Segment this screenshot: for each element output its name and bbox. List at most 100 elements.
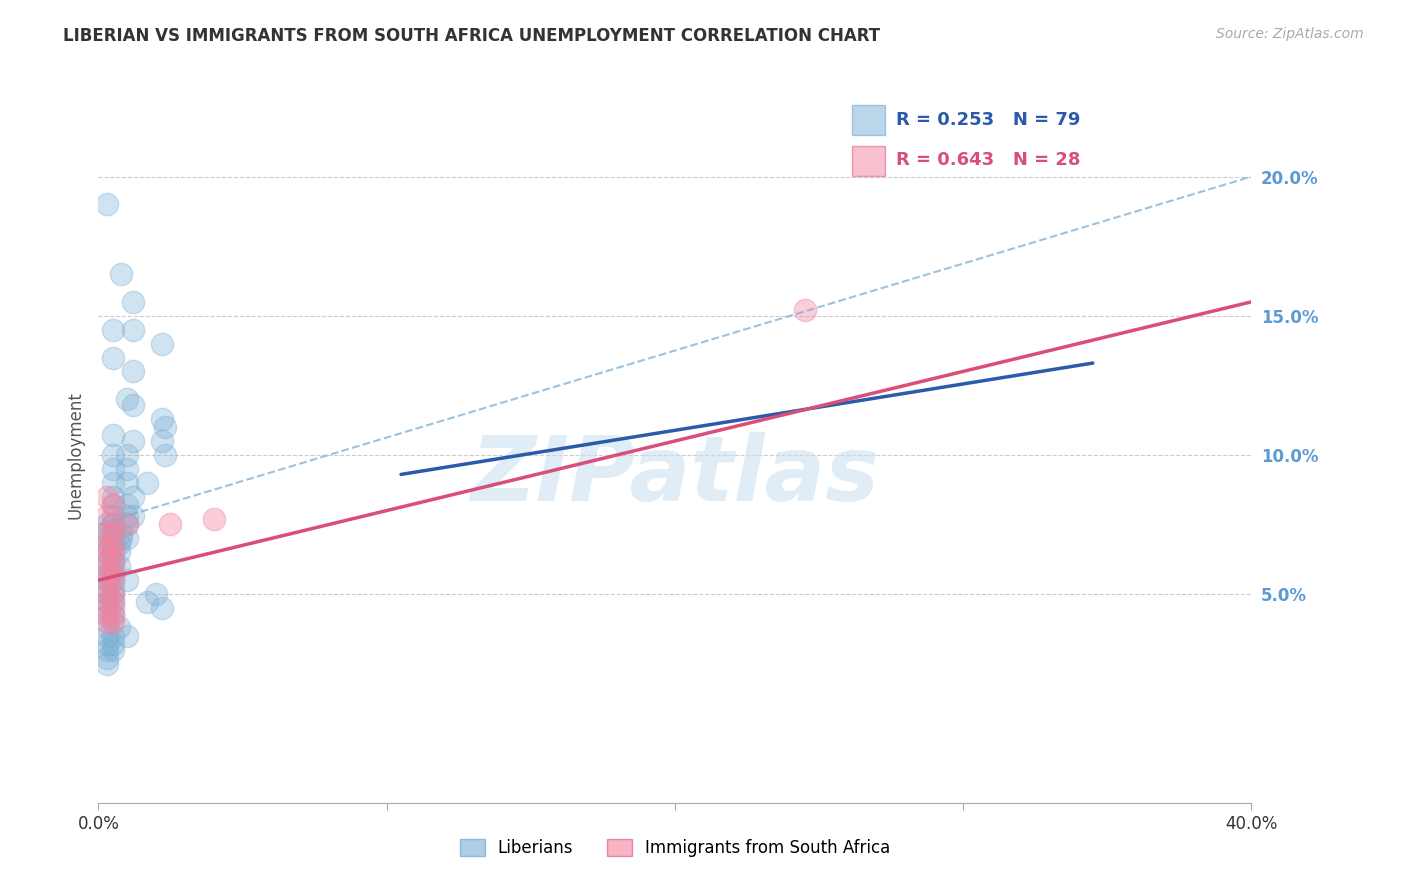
Point [96, 637, 118, 651]
Point [96, 657, 118, 671]
Point [96, 582, 118, 596]
Point [96, 642, 118, 657]
Point [101, 601, 124, 615]
Point [101, 565, 124, 579]
Point [117, 517, 139, 532]
Point [107, 537, 129, 551]
Point [101, 517, 124, 532]
Point [101, 573, 124, 587]
Point [96, 607, 118, 621]
Point [117, 498, 139, 512]
Point [101, 509, 124, 524]
Point [107, 620, 129, 634]
Point [96, 587, 118, 601]
Point [101, 428, 124, 442]
Point [153, 420, 176, 434]
Point [96, 545, 118, 559]
Point [117, 392, 139, 407]
Point [96, 509, 118, 524]
Point [793, 303, 815, 318]
Legend: Liberians, Immigrants from South Africa: Liberians, Immigrants from South Africa [453, 832, 897, 864]
Point [96, 537, 118, 551]
Point [117, 517, 139, 532]
Point [101, 615, 124, 629]
Point [159, 517, 181, 532]
Point [101, 323, 124, 337]
Point [122, 509, 145, 524]
Point [117, 573, 139, 587]
Point [96, 525, 118, 540]
Point [96, 565, 118, 579]
Point [96, 554, 118, 568]
Point [101, 525, 124, 540]
Point [101, 545, 124, 559]
Point [101, 554, 124, 568]
Point [96, 559, 118, 574]
Point [101, 642, 124, 657]
Point [101, 498, 124, 512]
Text: R = 0.253   N = 79: R = 0.253 N = 79 [896, 111, 1080, 128]
Point [101, 351, 124, 365]
Point [101, 532, 124, 546]
Point [96, 651, 118, 665]
Point [96, 197, 118, 211]
Point [101, 525, 124, 540]
Point [101, 517, 124, 532]
Point [96, 573, 118, 587]
Point [96, 525, 118, 540]
Point [101, 537, 124, 551]
Point [101, 498, 124, 512]
Point [96, 532, 118, 546]
Text: LIBERIAN VS IMMIGRANTS FROM SOUTH AFRICA UNEMPLOYMENT CORRELATION CHART: LIBERIAN VS IMMIGRANTS FROM SOUTH AFRICA… [63, 27, 880, 45]
Point [117, 509, 139, 524]
Point [117, 532, 139, 546]
Point [145, 587, 167, 601]
Point [153, 448, 176, 462]
Point [202, 512, 225, 526]
Point [101, 573, 124, 587]
Point [101, 629, 124, 643]
Point [101, 559, 124, 574]
Point [96, 573, 118, 587]
Point [101, 545, 124, 559]
Point [96, 601, 118, 615]
Point [96, 595, 118, 609]
Point [96, 595, 118, 609]
Point [96, 545, 118, 559]
Point [101, 554, 124, 568]
Text: R = 0.643   N = 28: R = 0.643 N = 28 [896, 152, 1080, 169]
Point [110, 525, 132, 540]
Point [101, 490, 124, 504]
Point [101, 587, 124, 601]
Point [122, 490, 145, 504]
Point [117, 629, 139, 643]
Point [96, 615, 118, 629]
Point [117, 462, 139, 476]
Point [96, 620, 118, 634]
Text: Source: ZipAtlas.com: Source: ZipAtlas.com [1216, 27, 1364, 41]
Point [96, 629, 118, 643]
Point [96, 609, 118, 624]
Point [101, 607, 124, 621]
Point [122, 323, 145, 337]
Point [101, 475, 124, 490]
Point [101, 587, 124, 601]
Point [101, 567, 124, 582]
Y-axis label: Unemployment: Unemployment [66, 391, 84, 519]
Point [150, 434, 173, 448]
Point [122, 364, 145, 378]
Point [101, 637, 124, 651]
Point [101, 537, 124, 551]
Point [96, 537, 118, 551]
Text: ZIPatlas: ZIPatlas [471, 432, 879, 520]
Point [101, 595, 124, 609]
Point [96, 490, 118, 504]
Point [150, 336, 173, 351]
Point [96, 587, 118, 601]
Point [101, 595, 124, 609]
Point [150, 601, 173, 615]
Point [122, 398, 145, 412]
Point [117, 448, 139, 462]
Point [122, 434, 145, 448]
Point [101, 448, 124, 462]
